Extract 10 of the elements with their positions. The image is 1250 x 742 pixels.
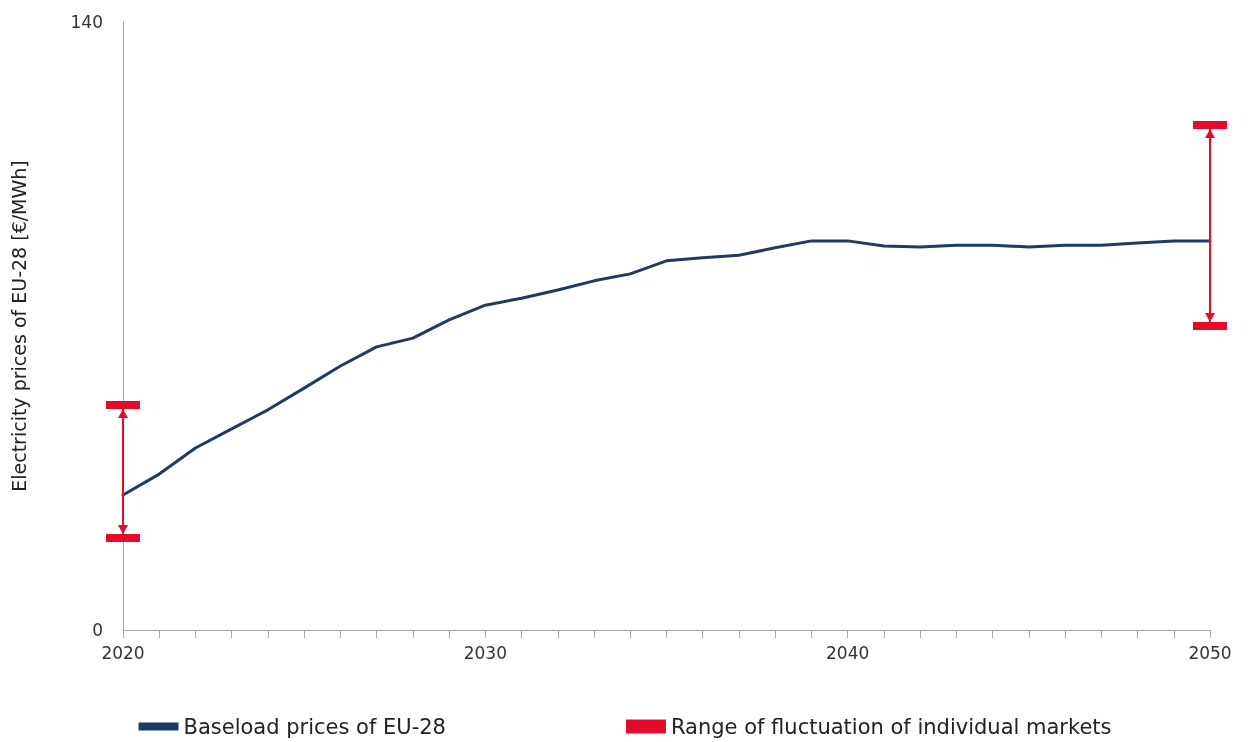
x-tick-label: 2020	[101, 642, 145, 663]
line-series	[121, 239, 1212, 497]
x-tick-label: 2050	[1188, 642, 1232, 663]
legend-label: Baseload prices of EU-28	[183, 714, 446, 739]
y-tick-label: 140	[70, 12, 103, 32]
legend-label: Range of fluctuation of individual markets	[670, 714, 1112, 739]
y-axis-title: Electricity prices of EU-28 [€/MWh]	[7, 160, 30, 492]
x-tick-label: 2030	[463, 642, 507, 663]
x-tick-label: 2040	[826, 642, 870, 663]
y-tick-label: 0	[92, 620, 103, 640]
